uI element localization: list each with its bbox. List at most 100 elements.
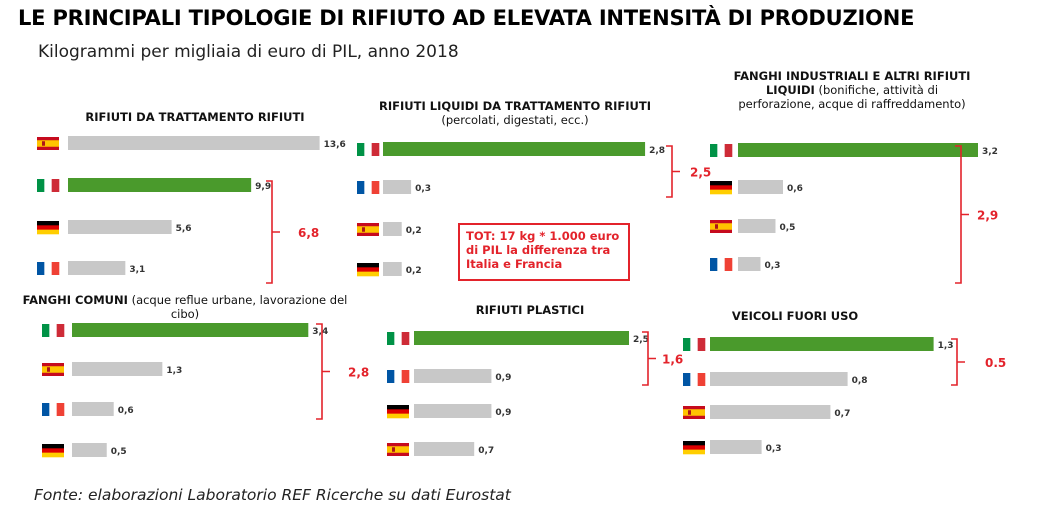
- flag-italia-icon: [42, 324, 65, 337]
- bar-germania: [414, 404, 492, 418]
- value-label: 2,8: [649, 146, 665, 156]
- bar-spagna: [414, 442, 475, 456]
- difference-label: 2,9: [977, 209, 998, 223]
- difference-label: 2,5: [690, 166, 711, 180]
- bar-francia: [414, 369, 492, 383]
- flag-italia-icon: [37, 179, 60, 192]
- flag-germania-icon: [683, 441, 705, 455]
- panel-2: RIFIUTI LIQUIDI DA TRATTAMENTO RIFIUTI(p…: [357, 99, 711, 277]
- value-label: 2,5: [633, 335, 649, 345]
- flag-germania-icon: [710, 181, 732, 195]
- bar-italia: [383, 142, 646, 156]
- panel-title-line: (percolati, digestati, ecc.): [441, 113, 588, 127]
- value-label: 0,2: [406, 226, 422, 236]
- panel-5: RIFIUTI PLASTICI 2,5 0,9 0,9 0,7 1,6: [387, 303, 683, 456]
- value-label: 0,3: [766, 444, 782, 454]
- chart-subtitle: Kilogrammi per migliaia di euro di PIL, …: [38, 42, 459, 62]
- value-label: 0,8: [852, 376, 868, 386]
- difference-bracket: [266, 180, 280, 284]
- panel-3: FANGHI INDUSTRIALI E ALTRI RIFIUTILIQUID…: [710, 69, 998, 284]
- value-label: 3,1: [129, 265, 145, 275]
- value-label: 0,5: [111, 447, 127, 457]
- value-label: 0,7: [834, 409, 850, 419]
- panel-6: VEICOLI FUORI USO 1,3 0,8 0,7 0,3 0.5: [683, 309, 1006, 455]
- flag-italia-icon: [387, 332, 410, 345]
- panel-title-line: cibo): [171, 307, 199, 321]
- panel-title-line: LIQUIDI (bonifiche, attività di: [766, 83, 938, 97]
- total-difference-note: TOT: 17 kg * 1.000 euro di PIL la differ…: [458, 223, 630, 281]
- value-label: 13,6: [324, 140, 346, 150]
- difference-label: 1,6: [662, 353, 683, 367]
- flag-francia-icon: [37, 262, 60, 275]
- panel-title-line: RIFIUTI DA TRATTAMENTO RIFIUTI: [85, 110, 304, 124]
- bar-spagna: [710, 405, 831, 419]
- difference-label: 2,8: [348, 366, 369, 380]
- difference-label: 6,8: [298, 226, 319, 240]
- flag-italia-icon: [357, 143, 380, 156]
- value-label: 0,9: [495, 408, 511, 418]
- bar-spagna: [68, 136, 320, 150]
- flag-spagna-icon: [387, 443, 409, 456]
- value-label: 1,3: [938, 341, 954, 351]
- bar-italia: [710, 337, 934, 351]
- flag-spagna-icon: [710, 220, 732, 233]
- value-label: 5,6: [176, 224, 192, 234]
- flag-francia-icon: [357, 181, 380, 194]
- bar-germania: [738, 180, 783, 194]
- value-label: 0,5: [780, 223, 796, 233]
- panel-4: FANGHI COMUNI (acque reflue urbane, lavo…: [23, 293, 369, 458]
- bar-francia: [72, 402, 114, 416]
- flag-germania-icon: [387, 405, 409, 419]
- panel-title-line: RIFIUTI PLASTICI: [476, 303, 585, 317]
- panel-title-line: perforazione, acque di raffreddamento): [738, 97, 965, 111]
- chart-title: LE PRINCIPALI TIPOLOGIE DI RIFIUTO AD EL…: [18, 6, 915, 30]
- flag-germania-icon: [357, 263, 379, 277]
- bar-germania: [383, 262, 402, 276]
- bar-francia: [68, 261, 126, 275]
- value-label: 1,3: [166, 366, 182, 376]
- difference-bracket: [951, 338, 965, 386]
- difference-bracket: [316, 323, 330, 420]
- bar-spagna: [72, 362, 163, 376]
- value-label: 3,2: [982, 147, 998, 157]
- bar-italia: [72, 323, 309, 337]
- bar-spagna: [738, 219, 776, 233]
- flag-francia-icon: [387, 370, 410, 383]
- value-label: 0,6: [118, 406, 134, 416]
- difference-label: 0.5: [985, 356, 1006, 370]
- value-label: 9,9: [255, 182, 271, 192]
- bar-germania: [68, 220, 172, 234]
- bar-italia: [68, 178, 252, 192]
- panel-title-line: RIFIUTI LIQUIDI DA TRATTAMENTO RIFIUTI: [379, 99, 651, 113]
- difference-bracket: [666, 145, 680, 198]
- difference-bracket: [642, 331, 656, 386]
- flag-spagna-icon: [357, 223, 379, 236]
- panel-title-line: VEICOLI FUORI USO: [732, 309, 859, 323]
- bar-germania: [710, 440, 762, 454]
- flag-italia-icon: [710, 144, 733, 157]
- panel-title-line: FANGHI INDUSTRIALI E ALTRI RIFIUTI: [734, 69, 971, 83]
- flag-spagna-icon: [42, 363, 64, 376]
- value-label: 0,9: [495, 373, 511, 383]
- bar-italia: [414, 331, 629, 345]
- flag-germania-icon: [42, 444, 64, 458]
- difference-bracket: [955, 145, 969, 284]
- panel-title-line: FANGHI COMUNI (acque reflue urbane, lavo…: [23, 293, 348, 307]
- value-label: 0,6: [787, 184, 803, 194]
- bar-germania: [72, 443, 107, 457]
- bar-francia: [738, 257, 761, 271]
- flag-francia-icon: [710, 258, 733, 271]
- bar-francia: [710, 372, 848, 386]
- value-label: 0,2: [406, 266, 422, 276]
- flag-spagna-icon: [683, 406, 705, 419]
- flag-italia-icon: [683, 338, 706, 351]
- flag-francia-icon: [683, 373, 706, 386]
- bar-italia: [738, 143, 978, 157]
- value-label: 0,3: [765, 261, 781, 271]
- source-note: Fonte: elaborazioni Laboratorio REF Rice…: [34, 486, 511, 504]
- panel-1: RIFIUTI DA TRATTAMENTO RIFIUTI 13,6 9,9 5,6…: [37, 110, 346, 284]
- bar-francia: [383, 180, 412, 194]
- flag-spagna-icon: [37, 137, 59, 150]
- flag-germania-icon: [37, 221, 59, 235]
